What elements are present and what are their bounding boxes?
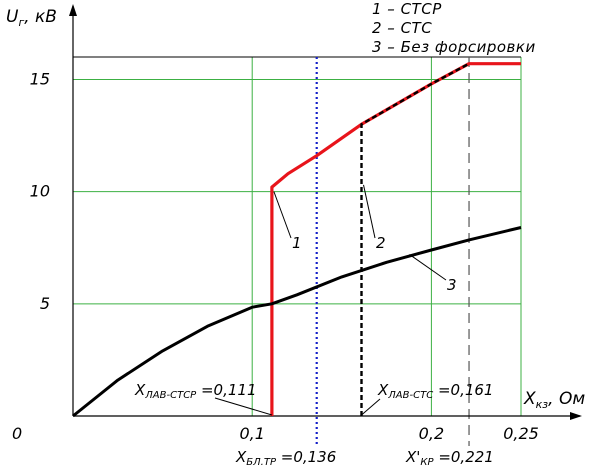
x-axis-label: Xкз, Ом: [523, 389, 585, 411]
x-tick-label-2: 0,25: [503, 424, 539, 443]
annotation-lav-stsr: XЛАВ-СТСР =0,111: [134, 381, 257, 401]
curve-label-1: 1: [292, 234, 302, 252]
leader-line-1: [273, 191, 292, 239]
series-lines: [72, 62, 522, 418]
leader-line-2: [363, 184, 376, 239]
curve-label-2: 2: [376, 234, 386, 252]
y-tick-label-2: 15: [30, 69, 50, 88]
y-tick-label-1: 10: [30, 182, 50, 201]
marker-lines: [315, 57, 470, 446]
series-line-3: [72, 226, 522, 418]
legend-item-3: 3 – Без форсировки: [372, 38, 536, 56]
gridlines: [73, 56, 522, 416]
leader-lines: [214, 184, 447, 416]
legend-item-2: 2 – СТС: [372, 19, 432, 37]
leader-line-lav-stsr: [214, 397, 273, 416]
origin-label: 0: [12, 424, 22, 443]
series-line-1: [270, 62, 521, 416]
y-axis-arrow: [69, 4, 77, 16]
y-tick-label-0: 5: [40, 294, 50, 313]
leader-line-lav-sts: [361, 398, 381, 416]
x-axis-arrow: [570, 412, 582, 420]
x-tick-label-1: 0,2: [419, 424, 444, 443]
annotation-kr: X'КР =0,221: [405, 448, 494, 468]
curve-label-3: 3: [447, 276, 457, 294]
legend-item-1: 1 – СТСР: [372, 0, 442, 18]
annotation-lav-sts: XЛАВ-СТС =0,161: [377, 381, 493, 401]
tick-labels: 0,1 0,2 0,25 5 10 15: [30, 69, 539, 443]
axes: [69, 4, 582, 420]
annotation-bl-tr: XБЛ.ТР =0,136: [235, 448, 336, 468]
x-tick-label-0: 0,1: [239, 424, 264, 443]
leader-line-3: [409, 254, 447, 281]
y-axis-label: Uг, кВ: [6, 7, 57, 29]
